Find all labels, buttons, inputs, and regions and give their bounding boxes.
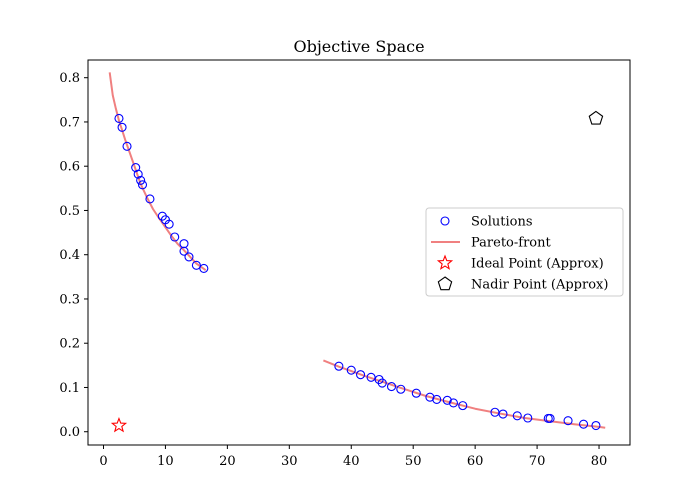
solution-point	[131, 162, 141, 173]
solution-point	[366, 372, 376, 382]
solution-point	[425, 392, 435, 402]
nadir-point-marker	[588, 110, 604, 125]
x-tick-label: 10	[157, 454, 174, 469]
ideal-point-marker	[110, 416, 128, 433]
solution-point	[545, 413, 555, 423]
solution-point	[346, 365, 356, 375]
solution-point	[122, 141, 132, 151]
y-tick-label: 0.3	[59, 292, 80, 307]
legend-swatch-star	[436, 254, 454, 270]
solution-point	[523, 413, 533, 423]
legend-box	[425, 207, 624, 297]
solution-point	[117, 122, 127, 132]
solution-point	[179, 246, 189, 256]
axes-frame	[87, 59, 631, 446]
legend-label: Pareto-front	[471, 236, 551, 251]
solution-point	[133, 169, 143, 179]
y-tick-label: 0.0	[59, 425, 80, 440]
solution-point	[591, 420, 601, 431]
x-tick-label: 20	[219, 454, 236, 469]
solution-point	[114, 113, 124, 123]
solution-point	[442, 395, 452, 405]
solution-point	[512, 411, 522, 421]
y-tick-label: 0.2	[59, 337, 80, 352]
solution-point	[355, 370, 366, 380]
x-tick-label: 50	[405, 454, 422, 469]
x-tick-label: 0	[99, 454, 107, 469]
solution-point	[578, 419, 589, 429]
solution-point	[448, 398, 459, 408]
y-tick-label: 0.6	[59, 160, 80, 175]
chart-title: Objective Space	[293, 37, 424, 56]
y-tick-label: 0.7	[59, 115, 80, 130]
solution-point	[191, 260, 201, 270]
legend-swatch-pentagon	[437, 276, 453, 291]
solution-point	[184, 252, 194, 262]
solution-point	[199, 263, 209, 273]
solution-point	[334, 361, 344, 371]
solution-point	[458, 401, 468, 411]
x-tick-label: 30	[281, 454, 298, 469]
legend-swatch-circle	[440, 216, 450, 226]
legend-label: Solutions	[471, 215, 533, 230]
y-tick-label: 0.1	[59, 381, 80, 396]
solution-point	[170, 232, 180, 242]
solution-point	[563, 416, 573, 426]
x-tick-label: 60	[467, 454, 484, 469]
x-tick-label: 70	[529, 454, 546, 469]
y-tick-label: 0.8	[59, 71, 80, 86]
solution-point	[498, 409, 508, 419]
solution-point	[145, 194, 155, 204]
legend-label: Nadir Point (Approx)	[471, 278, 608, 293]
y-tick-label: 0.5	[59, 204, 80, 219]
solution-point	[136, 175, 146, 185]
solution-point	[396, 384, 406, 394]
x-tick-label: 40	[343, 454, 360, 469]
y-tick-label: 0.4	[59, 248, 80, 263]
solution-point	[377, 378, 387, 388]
solution-point	[411, 388, 421, 398]
legend-label: Ideal Point (Approx)	[471, 257, 604, 272]
solution-point	[386, 382, 397, 392]
solution-point	[432, 394, 442, 404]
solution-point	[164, 219, 174, 229]
solution-point	[137, 180, 148, 190]
x-tick-label: 80	[591, 454, 608, 469]
